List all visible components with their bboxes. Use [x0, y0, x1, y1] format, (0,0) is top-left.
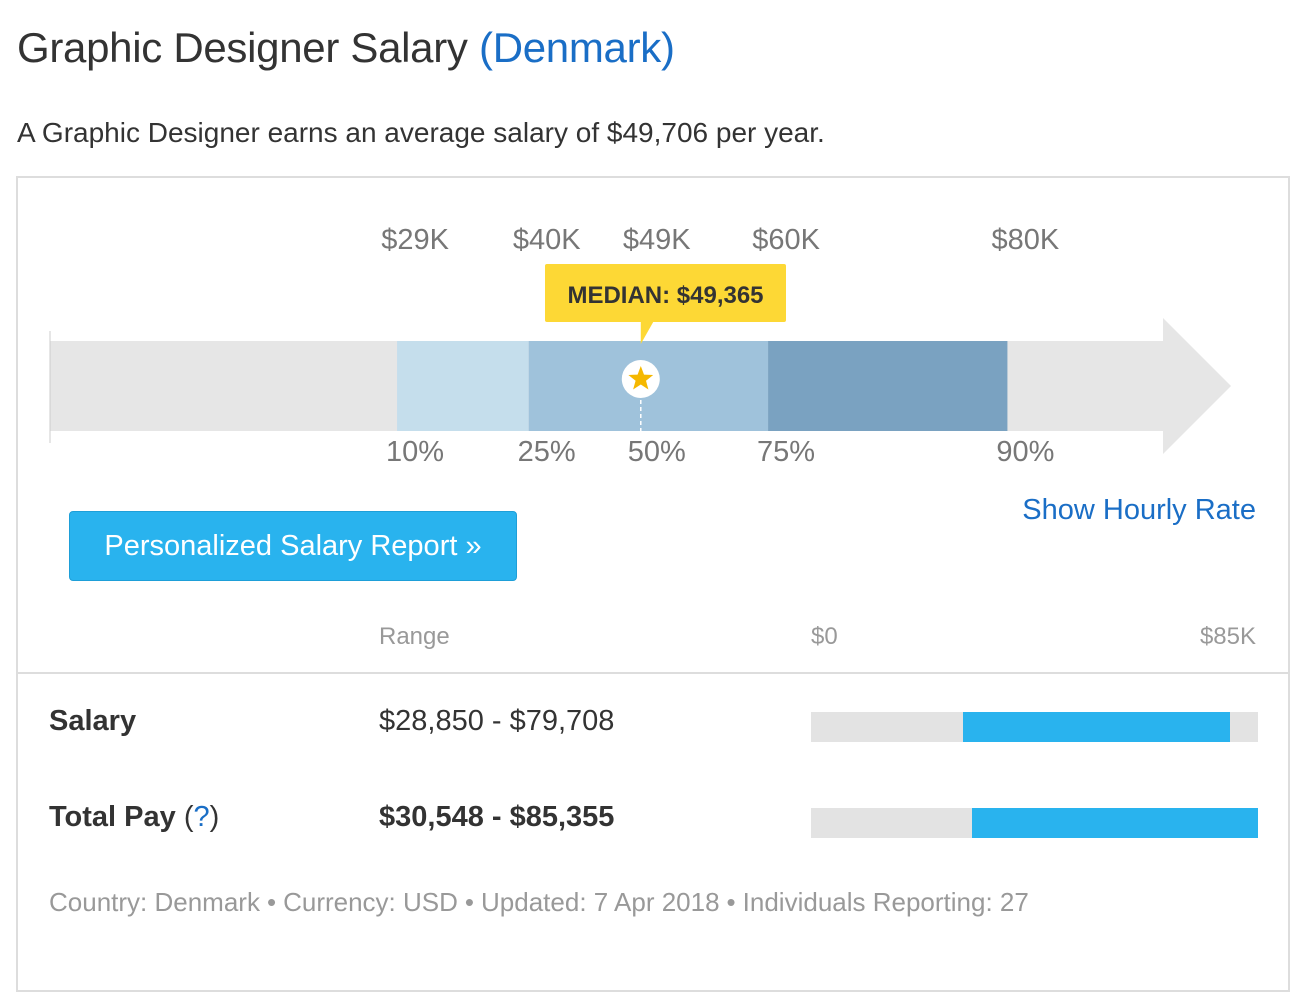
salary-summary: A Graphic Designer earns an average sala…: [17, 117, 825, 148]
total-pay-help-link[interactable]: ?: [193, 801, 210, 833]
total-pay-help: (?): [183, 801, 220, 833]
value-tick-label: $60K: [752, 224, 820, 256]
percentile-tick-label: 75%: [757, 436, 815, 468]
salary-range-bar: [811, 712, 1258, 742]
percentile-tick-label: 10%: [386, 436, 444, 468]
chart-arrow-head: [1163, 318, 1231, 454]
salary-card: $29K 10% $40K 25% $49K 50% $60K 75% $80K 90% MEDIA…: [16, 176, 1290, 992]
value-tick-label: $40K: [513, 224, 581, 256]
value-tick-label: $29K: [381, 224, 449, 256]
total-pay-range-fill: [971, 808, 1258, 838]
footer-country: Country: Denmark: [49, 887, 260, 917]
value-tick-label: $49K: [623, 224, 691, 256]
scale-min-label: $0: [811, 623, 838, 650]
personalized-salary-report-button[interactable]: Personalized Salary Report »: [69, 511, 517, 581]
footer-separator: •: [464, 887, 475, 917]
percentile-tick-label: 90%: [996, 436, 1054, 468]
total-pay-row-label: Total Pay (?): [49, 801, 219, 834]
total-pay-range-value: $30,548 - $85,355: [379, 801, 615, 833]
title-text: Graphic Designer Salary: [17, 24, 468, 71]
footer-updated: Updated: 7 Apr 2018: [481, 887, 720, 917]
show-hourly-rate-link[interactable]: Show Hourly Rate: [1022, 494, 1256, 526]
percentile-chart-svg: $29K 10% $40K 25% $49K 50% $60K 75% $80K 90% MEDIA…: [49, 224, 1231, 468]
band-75-90: [768, 341, 1008, 431]
country-link[interactable]: (Denmark): [479, 24, 675, 71]
footer-currency: Currency: USD: [283, 887, 458, 917]
percentile-chart: $29K 10% $40K 25% $49K 50% $60K 75% $80K 90% MEDIA…: [18, 178, 1288, 658]
total-pay-range-bar: [811, 808, 1258, 838]
percentile-tick-label: 50%: [628, 436, 686, 468]
footer-individuals: Individuals Reporting: 27: [742, 887, 1029, 917]
salary-range-value: $28,850 - $79,708: [379, 705, 615, 737]
table-divider: [18, 672, 1288, 674]
median-label: MEDIAN: $49,365: [567, 282, 763, 309]
salary-range-fill: [962, 712, 1231, 742]
percentile-tick-label: 25%: [518, 436, 576, 468]
band-10-25: [397, 341, 529, 431]
scale-max-label: $85K: [1199, 623, 1256, 650]
salary-label-text: Salary: [49, 705, 137, 737]
median-callout: [545, 264, 786, 322]
footer-separator: •: [726, 887, 736, 917]
median-callout-pointer: [640, 321, 654, 344]
total-pay-label-text: Total Pay: [49, 801, 176, 833]
data-footer: Country: Denmark • Currency: USD • Updated: …: [49, 887, 1029, 918]
median-star-icon: [628, 366, 654, 390]
range-column-header: Range: [379, 623, 450, 650]
value-tick-label: $80K: [992, 224, 1060, 256]
footer-separator: •: [266, 887, 277, 917]
page-title: Graphic Designer Salary (Denmark): [17, 24, 675, 72]
salary-row-label: Salary: [49, 705, 136, 738]
